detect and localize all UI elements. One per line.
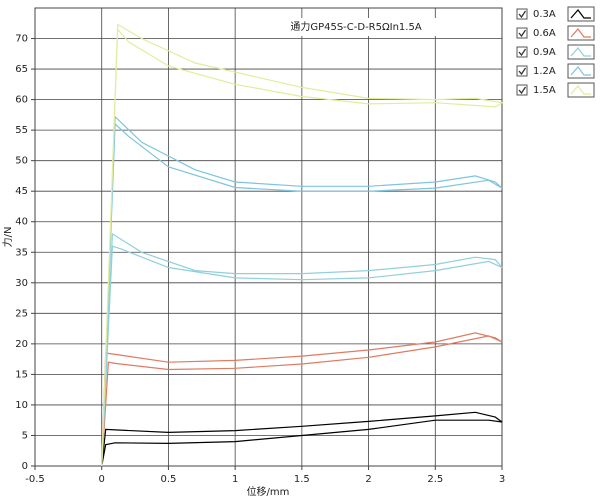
legend-checkbox — [516, 84, 528, 96]
series-line — [101, 411, 503, 467]
x-tick-label: 0.5 — [160, 474, 176, 485]
x-axis-label: 位移/mm — [247, 485, 290, 498]
y-tick-label: 70 — [15, 34, 28, 45]
y-axis-label: 力/N — [1, 227, 14, 248]
y-tick-label: 60 — [15, 95, 28, 106]
x-tick-label: 1 — [232, 474, 238, 485]
legend-swatch — [570, 85, 591, 95]
legend-check — [518, 86, 527, 95]
y-tick-label: 35 — [15, 247, 28, 258]
y-tick-label: 30 — [15, 278, 28, 289]
series-line — [101, 232, 503, 467]
y-tick-label: 10 — [15, 400, 28, 411]
legend-swatch — [570, 66, 591, 76]
x-tick-label: 2 — [365, 474, 371, 485]
title-box — [276, 18, 436, 36]
series-line — [101, 23, 504, 467]
x-tick-label: 1.5 — [294, 474, 310, 485]
legend-swatch — [570, 28, 591, 38]
y-tick-label: 40 — [15, 217, 28, 228]
legend-check — [518, 67, 527, 76]
y-tick-label: 45 — [15, 186, 28, 197]
x-tick-label: 2.5 — [427, 474, 443, 485]
y-tick-label: 65 — [15, 64, 28, 75]
legend-label: 0.3A — [533, 9, 556, 20]
chart-title: 通力GP45S-C-D-R5ΩIn1.5A — [290, 20, 422, 33]
x-tick-label: -0.5 — [25, 474, 45, 485]
x-tick-label: 3 — [499, 474, 505, 485]
y-tick-label: 55 — [15, 125, 28, 136]
legend-checkbox — [516, 8, 528, 20]
legend-swatch — [570, 9, 591, 19]
y-tick-label: 0 — [22, 461, 28, 472]
y-tick-label: 25 — [15, 308, 28, 319]
legend-check — [518, 10, 527, 19]
y-tick-label: 5 — [22, 430, 28, 441]
x-tick-label: 0 — [99, 474, 105, 485]
legend-label: 0.6A — [533, 28, 556, 39]
legend-label: 1.2A — [533, 66, 556, 77]
series-line — [101, 115, 503, 467]
legend-label: 0.9A — [533, 47, 556, 58]
legend-label: 1.5A — [533, 85, 556, 96]
y-tick-label: 15 — [15, 369, 28, 380]
legend-check — [518, 29, 527, 38]
legend-swatch — [570, 47, 591, 57]
y-tick-label: 20 — [15, 339, 28, 350]
legend-checkbox — [516, 27, 528, 39]
legend-check — [518, 48, 527, 57]
series-line — [101, 332, 503, 467]
legend-checkbox — [516, 46, 528, 58]
y-tick-label: 50 — [15, 156, 28, 167]
legend-checkbox — [516, 65, 528, 77]
